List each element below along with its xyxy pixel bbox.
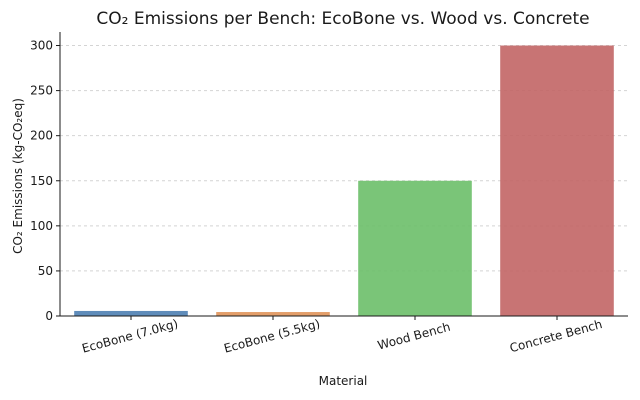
chart-title: CO₂ Emissions per Bench: EcoBone vs. Woo…	[96, 9, 589, 29]
gridlines	[60, 45, 628, 272]
x-axis-label: Material	[319, 374, 368, 388]
y-tick-label: 200	[30, 129, 53, 143]
y-tick-label: 100	[30, 219, 53, 233]
y-axis-label: CO₂ Emissions (kg-CO₂eq)	[11, 98, 25, 254]
x-tick-label: Concrete Bench	[508, 317, 604, 355]
y-tick-label: 0	[45, 309, 53, 323]
bar	[216, 312, 330, 316]
x-tick-label: EcoBone (5.5kg)	[222, 317, 321, 356]
bar	[74, 310, 188, 316]
y-axis: 0 50 100 150 200 250 300	[30, 32, 61, 323]
x-tick-label: Wood Bench	[376, 320, 452, 353]
y-tick-label: 50	[38, 264, 53, 278]
bar	[358, 180, 472, 316]
x-axis: EcoBone (7.0kg) EcoBone (5.5kg) Wood Bench…	[60, 315, 628, 356]
y-tick-label: 300	[30, 39, 53, 53]
x-tick-label: EcoBone (7.0kg)	[80, 317, 179, 356]
y-tick-label: 150	[30, 174, 53, 188]
bars	[74, 45, 614, 317]
bar	[500, 45, 614, 317]
y-tick-label: 250	[30, 84, 53, 98]
